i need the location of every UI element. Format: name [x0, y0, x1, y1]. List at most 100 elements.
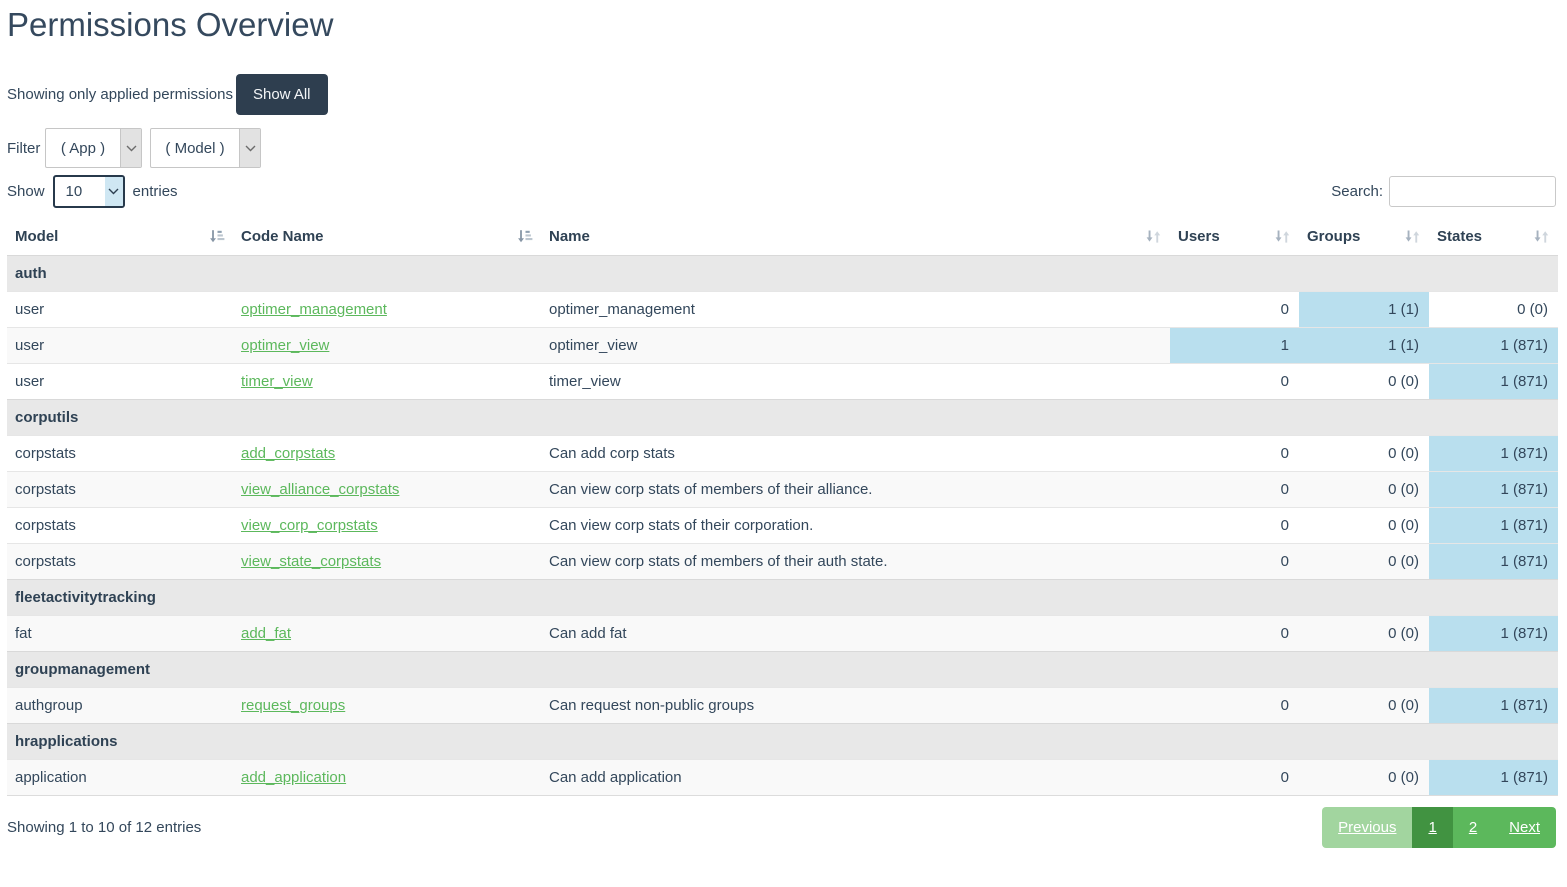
entries-per-page-value: 10: [65, 183, 83, 200]
code-name-cell: optimer_management: [233, 292, 541, 328]
column-header-users[interactable]: Users: [1170, 218, 1299, 256]
length-search-row: Show 10 entries Search:: [7, 175, 1556, 208]
column-label: Users: [1178, 228, 1220, 245]
code-name-cell: view_state_corpstats: [233, 544, 541, 580]
column-header-code-name[interactable]: Code Name: [233, 218, 541, 256]
permission-row: corpstats add_corpstats Can add corp stats…: [7, 435, 1558, 472]
states-count-cell: 1 (871): [1429, 507, 1558, 544]
group-name: corputils: [15, 409, 79, 426]
name-cell: Can add corp stats: [549, 445, 675, 462]
users-count-cell: 0: [1280, 373, 1289, 390]
groups-count-cell: 0 (0): [1388, 769, 1419, 786]
pagination-next-button[interactable]: Next: [1493, 807, 1556, 848]
column-header-name[interactable]: Name: [541, 218, 1170, 256]
model-cell: application: [15, 769, 87, 786]
users-count-cell: 0: [1280, 697, 1289, 714]
table-search: Search:: [1331, 176, 1556, 207]
app-filter-selected-value: ( App ): [60, 139, 106, 157]
pagination-previous-button[interactable]: Previous: [1322, 807, 1413, 848]
pagination-2-button[interactable]: 2: [1452, 807, 1494, 848]
permission-link[interactable]: add_corpstats: [241, 445, 336, 462]
model-cell: corpstats: [15, 517, 76, 534]
code-name-cell: view_corp_corpstats: [233, 508, 541, 544]
permission-link[interactable]: request_groups: [241, 697, 346, 714]
permission-link[interactable]: optimer_management: [241, 301, 387, 318]
code-name-cell: add_fat: [233, 616, 541, 652]
sort-both-icon: [1145, 228, 1162, 245]
column-header-groups[interactable]: Groups: [1299, 218, 1429, 256]
model-cell: user: [15, 301, 45, 318]
column-label: Name: [549, 228, 590, 245]
permission-link[interactable]: view_state_corpstats: [241, 553, 382, 570]
permission-link[interactable]: add_fat: [241, 625, 292, 642]
column-header-states[interactable]: States: [1429, 218, 1558, 256]
permission-link[interactable]: timer_view: [241, 373, 313, 390]
permission-link[interactable]: view_corp_corpstats: [241, 517, 378, 534]
name-cell: Can view corp stats of their corporation…: [549, 517, 814, 534]
chevron-down-icon: [239, 129, 260, 167]
states-count-cell: 1 (871): [1429, 471, 1558, 508]
states-count-cell: 1 (871): [1429, 687, 1558, 724]
permission-link[interactable]: add_application: [241, 769, 347, 786]
column-label: Model: [15, 228, 59, 245]
permission-link[interactable]: optimer_view: [241, 337, 330, 354]
sort-both-icon: [1533, 228, 1550, 245]
groups-count-cell: 0 (0): [1388, 373, 1419, 390]
groups-count-cell: 1 (1): [1299, 327, 1429, 364]
show-all-button[interactable]: Show All: [235, 74, 328, 115]
states-count-cell: 1 (871): [1429, 435, 1558, 472]
name-cell: Can view corp stats of members of their …: [549, 553, 888, 570]
model-cell: authgroup: [15, 697, 83, 714]
states-count-cell: 1 (871): [1429, 327, 1558, 364]
permission-row: corpstats view_alliance_corpstats Can view…: [7, 471, 1558, 508]
groups-count-cell: 0 (0): [1388, 553, 1419, 570]
pagination-1-button[interactable]: 1: [1412, 807, 1453, 848]
entries-per-page-select[interactable]: 10: [52, 175, 125, 208]
page-length-control: Show 10 entries: [7, 175, 178, 208]
groups-count-cell: 0 (0): [1388, 625, 1419, 642]
model-cell: fat: [15, 625, 32, 642]
name-cell: Can view corp stats of members of their …: [549, 481, 873, 498]
group-name: fleetactivitytracking: [15, 589, 156, 606]
users-count-cell: 0: [1280, 553, 1289, 570]
permission-row: user optimer_view optimer_view 1 1 (1) 1 (871…: [7, 327, 1558, 364]
filter-label: Filter: [7, 139, 41, 157]
group-header-row: fleetactivitytracking: [7, 579, 1558, 616]
chevron-down-icon: [120, 129, 141, 167]
sort-both-icon: [1404, 228, 1421, 245]
users-count-cell: 1: [1170, 327, 1299, 364]
model-cell: corpstats: [15, 553, 76, 570]
search-input[interactable]: [1389, 176, 1556, 207]
model-filter-selected-value: ( Model ): [165, 139, 225, 157]
name-cell: Can add fat: [549, 625, 627, 642]
states-count-cell: 0 (0): [1517, 301, 1548, 318]
model-cell: user: [15, 373, 45, 390]
search-label: Search:: [1331, 183, 1383, 200]
code-name-cell: add_corpstats: [233, 436, 541, 472]
permission-row: corpstats view_state_corpstats Can view co…: [7, 543, 1558, 580]
states-count-cell: 1 (871): [1429, 543, 1558, 580]
users-count-cell: 0: [1280, 301, 1289, 318]
code-name-cell: optimer_view: [233, 328, 541, 364]
group-header-row: hrapplications: [7, 723, 1558, 760]
states-count-cell: 1 (871): [1429, 759, 1558, 796]
table-info: Showing 1 to 10 of 12 entries: [7, 819, 202, 836]
column-header-model[interactable]: Model: [7, 218, 233, 256]
groups-count-cell: 0 (0): [1388, 517, 1419, 534]
permission-row: corpstats view_corp_corpstats Can view cor…: [7, 507, 1558, 544]
column-label: Code Name: [241, 228, 324, 245]
permission-link[interactable]: view_alliance_corpstats: [241, 481, 400, 498]
permission-row: fat add_fat Can add fat 0 0 (0) 1 (871): [7, 615, 1558, 652]
users-count-cell: 0: [1280, 445, 1289, 462]
page-title: Permissions Overview: [7, 6, 334, 43]
code-name-cell: request_groups: [233, 688, 541, 724]
group-header-row: auth: [7, 255, 1558, 292]
model-filter-select[interactable]: ( Model ): [150, 128, 261, 168]
groups-count-cell: 0 (0): [1388, 481, 1419, 498]
name-cell: optimer_view: [549, 337, 638, 354]
model-cell: corpstats: [15, 481, 76, 498]
group-name: auth: [15, 265, 47, 282]
permissions-table: Model Code Name Name: [7, 218, 1558, 796]
app-filter-select[interactable]: ( App ): [45, 128, 142, 168]
permission-row: user timer_view timer_view 0 0 (0) 1 (871): [7, 363, 1558, 400]
